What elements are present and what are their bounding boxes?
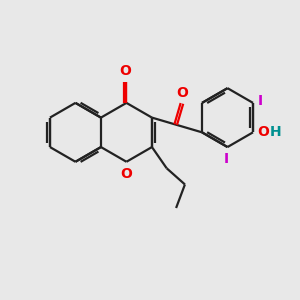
Text: I: I bbox=[224, 152, 229, 166]
Text: O: O bbox=[176, 86, 188, 100]
Text: I: I bbox=[257, 94, 262, 108]
Text: O: O bbox=[257, 125, 269, 139]
Text: O: O bbox=[119, 64, 131, 78]
Text: O: O bbox=[121, 167, 132, 181]
Text: H: H bbox=[270, 125, 282, 139]
